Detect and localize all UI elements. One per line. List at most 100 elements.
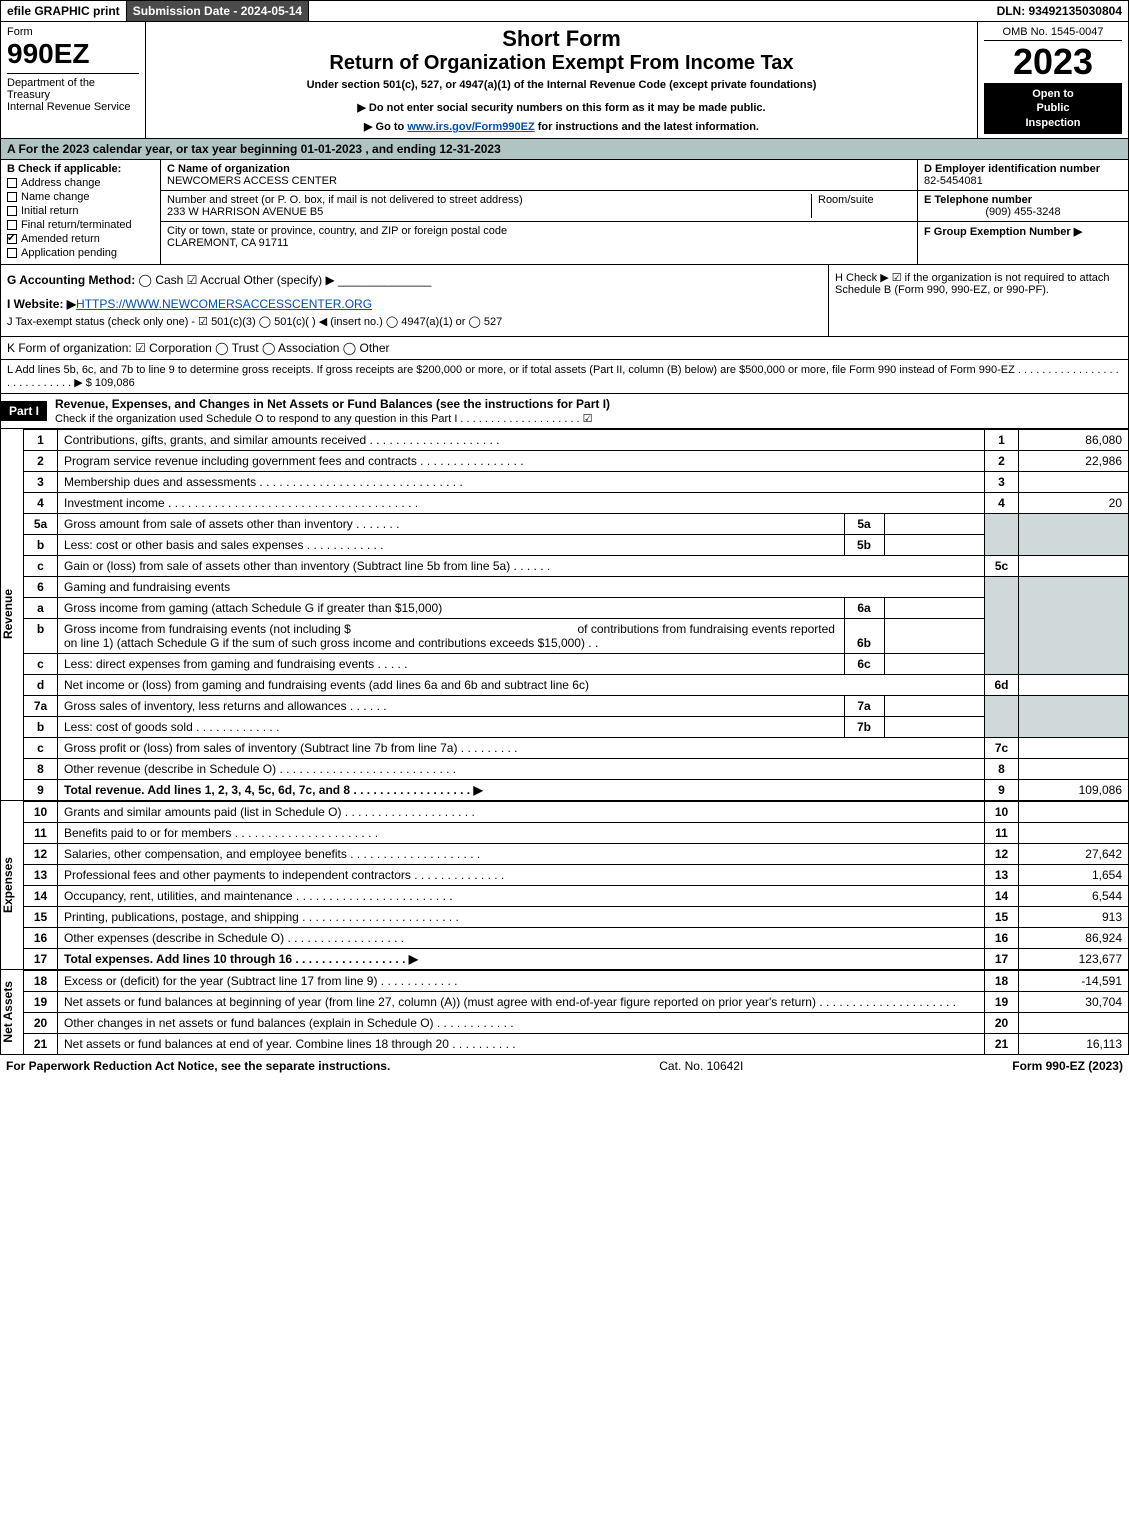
line-20: Other changes in net assets or fund bala… <box>58 1012 985 1033</box>
line-16: Other expenses (describe in Schedule O) … <box>58 927 985 948</box>
val-15: 913 <box>1019 906 1129 927</box>
val-16: 86,924 <box>1019 927 1129 948</box>
val-19: 30,704 <box>1019 991 1129 1012</box>
part-i-label: Part I <box>1 401 47 421</box>
revenue-table: 1Contributions, gifts, grants, and simil… <box>23 429 1129 801</box>
part-i-title: Revenue, Expenses, and Changes in Net As… <box>47 394 1128 428</box>
line-3: Membership dues and assessments . . . . … <box>58 471 985 492</box>
val-21: 16,113 <box>1019 1033 1129 1054</box>
form-number: 990EZ <box>7 38 139 70</box>
line-2: Program service revenue including govern… <box>58 450 985 471</box>
website-link[interactable]: HTTPS://WWW.NEWCOMERSACCESSCENTER.ORG <box>76 297 372 311</box>
val-4: 20 <box>1019 492 1129 513</box>
b-label: B Check if applicable: <box>7 163 154 175</box>
section-c: C Name of organization NEWCOMERS ACCESS … <box>161 160 918 264</box>
val-2: 22,986 <box>1019 450 1129 471</box>
org-name: NEWCOMERS ACCESS CENTER <box>167 175 337 187</box>
footer-right: Form 990-EZ (2023) <box>1012 1059 1123 1073</box>
dept: Department of the Treasury <box>7 73 139 101</box>
netassets-block: Net Assets 18Excess or (deficit) for the… <box>0 970 1129 1055</box>
line-13: Professional fees and other payments to … <box>58 864 985 885</box>
d-label: D Employer identification number <box>924 163 1100 175</box>
line-21: Net assets or fund balances at end of ye… <box>58 1033 985 1054</box>
street: 233 W HARRISON AVENUE B5 <box>167 206 323 218</box>
val-1: 86,080 <box>1019 429 1129 450</box>
g-row: G Accounting Method: ◯ Cash ☑ Accrual Ot… <box>7 273 822 287</box>
line-5b: Less: cost or other basis and sales expe… <box>58 535 844 555</box>
gh-row: G Accounting Method: ◯ Cash ☑ Accrual Ot… <box>0 265 1129 337</box>
val-3 <box>1019 471 1129 492</box>
footer-left: For Paperwork Reduction Act Notice, see … <box>6 1059 390 1073</box>
section-b: B Check if applicable: Address change Na… <box>1 160 161 264</box>
line-6b: Gross income from fundraising events (no… <box>58 619 844 653</box>
expenses-side-label: Expenses <box>1 857 23 913</box>
val-12: 27,642 <box>1019 843 1129 864</box>
chk-initial[interactable] <box>7 206 17 216</box>
val-17: 123,677 <box>1019 948 1129 969</box>
expenses-block: Expenses 10Grants and similar amounts pa… <box>0 801 1129 970</box>
val-5c <box>1019 555 1129 576</box>
header-right: OMB No. 1545-0047 2023 Open to Public In… <box>978 22 1128 138</box>
line-1: Contributions, gifts, grants, and simila… <box>58 429 985 450</box>
efile-label[interactable]: efile GRAPHIC print <box>1 1 127 21</box>
short-form-title: Short Form <box>152 26 971 52</box>
line-5a: Gross amount from sale of assets other t… <box>58 514 844 534</box>
form-header: Form 990EZ Department of the Treasury In… <box>0 22 1129 139</box>
chk-amended[interactable] <box>7 234 17 244</box>
line-7c: Gross profit or (loss) from sales of inv… <box>58 737 985 758</box>
header-center: Short Form Return of Organization Exempt… <box>146 22 978 138</box>
val-13: 1,654 <box>1019 864 1129 885</box>
irs: Internal Revenue Service <box>7 101 139 113</box>
netassets-side-label: Net Assets <box>1 981 23 1043</box>
line-17: Total expenses. Add lines 10 through 16 … <box>58 948 985 969</box>
revenue-block: Revenue 1Contributions, gifts, grants, a… <box>0 429 1129 801</box>
line-15: Printing, publications, postage, and shi… <box>58 906 985 927</box>
val-11 <box>1019 822 1129 843</box>
val-6d <box>1019 674 1129 695</box>
top-bar: efile GRAPHIC print Submission Date - 20… <box>0 0 1129 22</box>
line-6a: Gross income from gaming (attach Schedul… <box>58 598 844 618</box>
ein: 82-5454081 <box>924 175 983 187</box>
tax-year: 2023 <box>984 41 1122 83</box>
j-row: J Tax-exempt status (check only one) - ☑… <box>7 315 822 328</box>
part-i-header: Part I Revenue, Expenses, and Changes in… <box>0 394 1129 429</box>
note-2: ▶ Go to www.irs.gov/Form990EZ for instru… <box>152 120 971 133</box>
chk-pending[interactable] <box>7 248 17 258</box>
omb: OMB No. 1545-0047 <box>984 26 1122 41</box>
line-11: Benefits paid to or for members . . . . … <box>58 822 985 843</box>
inspection-badge: Open to Public Inspection <box>984 83 1122 134</box>
expenses-table: 10Grants and similar amounts paid (list … <box>23 801 1129 970</box>
line-18: Excess or (deficit) for the year (Subtra… <box>58 970 985 991</box>
chk-name[interactable] <box>7 192 17 202</box>
footer: For Paperwork Reduction Act Notice, see … <box>0 1055 1129 1077</box>
line-8: Other revenue (describe in Schedule O) .… <box>58 758 985 779</box>
footer-center: Cat. No. 10642I <box>659 1059 743 1073</box>
return-title: Return of Organization Exempt From Incom… <box>152 52 971 75</box>
city: CLAREMONT, CA 91711 <box>167 237 288 249</box>
e-label: E Telephone number <box>924 194 1032 206</box>
phone: (909) 455-3248 <box>924 206 1122 218</box>
line-7b: Less: cost of goods sold . . . . . . . .… <box>58 717 844 737</box>
netassets-table: 18Excess or (deficit) for the year (Subt… <box>23 970 1129 1055</box>
val-8 <box>1019 758 1129 779</box>
line-4: Investment income . . . . . . . . . . . … <box>58 492 985 513</box>
line-9: Total revenue. Add lines 1, 2, 3, 4, 5c,… <box>58 779 985 800</box>
val-7c <box>1019 737 1129 758</box>
info-grid: B Check if applicable: Address change Na… <box>0 160 1129 265</box>
line-12: Salaries, other compensation, and employ… <box>58 843 985 864</box>
line-6c: Less: direct expenses from gaming and fu… <box>58 654 844 674</box>
chk-address[interactable] <box>7 178 17 188</box>
f-label: F Group Exemption Number ▶ <box>924 226 1082 238</box>
val-18: -14,591 <box>1019 970 1129 991</box>
note-1: ▶ Do not enter social security numbers o… <box>152 101 971 114</box>
form-label: Form <box>7 26 139 38</box>
revenue-side-label: Revenue <box>1 589 23 639</box>
line-19: Net assets or fund balances at beginning… <box>58 991 985 1012</box>
subtitle: Under section 501(c), 527, or 4947(a)(1)… <box>152 79 971 91</box>
l-row: L Add lines 5b, 6c, and 7b to line 9 to … <box>0 360 1129 394</box>
i-row: I Website: ▶HTTPS://WWW.NEWCOMERSACCESSC… <box>7 297 822 311</box>
dln: DLN: 93492135030804 <box>991 1 1128 21</box>
chk-final[interactable] <box>7 220 17 230</box>
line-14: Occupancy, rent, utilities, and maintena… <box>58 885 985 906</box>
irs-link[interactable]: www.irs.gov/Form990EZ <box>407 121 534 133</box>
